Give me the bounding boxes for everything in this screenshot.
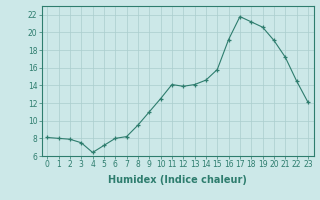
X-axis label: Humidex (Indice chaleur): Humidex (Indice chaleur) bbox=[108, 175, 247, 185]
